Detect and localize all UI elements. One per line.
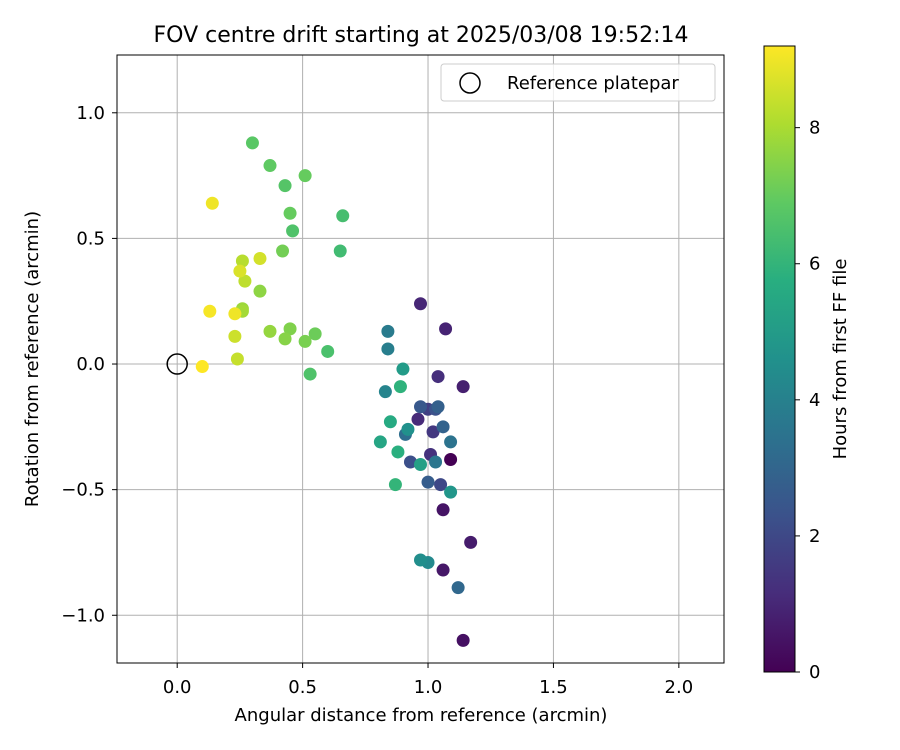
- data-point: [391, 445, 405, 459]
- data-point: [434, 478, 448, 492]
- data-point: [283, 206, 297, 220]
- data-point: [238, 274, 252, 288]
- y-tick-label: −1.0: [61, 605, 105, 626]
- data-point: [228, 329, 242, 343]
- data-point: [431, 370, 445, 384]
- data-point: [298, 334, 312, 348]
- data-point: [403, 455, 417, 469]
- data-point: [436, 503, 450, 517]
- data-point: [303, 367, 317, 381]
- data-point: [378, 385, 392, 399]
- data-point: [195, 360, 209, 374]
- x-tick-label: 0.0: [163, 677, 192, 698]
- legend: Reference platepar: [440, 63, 716, 102]
- data-point: [278, 179, 292, 193]
- data-point: [388, 478, 402, 492]
- data-point: [308, 327, 322, 341]
- colorbar-ticks: 0 2 4 6 8: [795, 118, 820, 683]
- reference-marker-layer: [166, 353, 188, 375]
- data-point: [436, 563, 450, 577]
- data-point: [414, 553, 427, 567]
- data-point: [414, 458, 427, 472]
- data-point: [456, 633, 470, 647]
- data-point: [321, 344, 335, 358]
- data-point: [263, 159, 277, 173]
- data-point: [444, 435, 458, 449]
- data-point: [336, 209, 350, 223]
- chart-title: FOV centre drift starting at 2025/03/08 …: [154, 23, 689, 48]
- legend-entry-label: Reference platepar: [507, 73, 679, 94]
- data-point: [464, 535, 478, 549]
- data-point: [393, 380, 407, 394]
- y-tick-label: 1.0: [76, 103, 105, 124]
- data-point: [456, 380, 470, 394]
- data-point: [228, 307, 242, 321]
- data-points: [195, 136, 478, 647]
- grid-lines: [117, 55, 724, 663]
- colorbar-tick-label: 8: [809, 118, 820, 139]
- colorbar: 0 2 4 6 8 Hours from first FF file: [763, 45, 851, 683]
- data-point: [233, 264, 247, 278]
- data-point: [253, 284, 267, 298]
- data-point: [245, 136, 259, 150]
- plot-frame: [116, 54, 725, 664]
- colorbar-tick-label: 0: [809, 662, 820, 683]
- data-point: [421, 475, 435, 489]
- data-point: [235, 254, 249, 268]
- data-point: [396, 362, 410, 376]
- x-axis-ticks: 0.0 0.5 1.0 1.5 2.0: [163, 663, 693, 698]
- data-point: [381, 342, 395, 356]
- data-point: [431, 400, 445, 414]
- reference-platepar-marker: [166, 353, 188, 375]
- colorbar-tick-label: 4: [809, 390, 820, 411]
- data-point: [436, 420, 450, 434]
- data-point: [333, 244, 347, 258]
- colorbar-tick-label: 2: [809, 526, 820, 547]
- data-point: [439, 322, 453, 336]
- x-tick-label: 0.5: [288, 677, 317, 698]
- data-point: [411, 412, 425, 426]
- data-point: [451, 581, 465, 595]
- data-point: [253, 252, 267, 266]
- y-tick-label: 0.0: [76, 354, 105, 375]
- y-axis-label: Rotation from reference (arcmin): [22, 211, 43, 507]
- y-tick-label: 0.5: [76, 228, 105, 249]
- data-point: [230, 352, 244, 366]
- y-tick-label: −0.5: [61, 480, 105, 501]
- data-point: [444, 452, 458, 466]
- data-point: [414, 297, 427, 311]
- data-point: [444, 485, 458, 499]
- x-tick-label: 1.5: [539, 677, 568, 698]
- data-point: [381, 324, 395, 338]
- x-tick-label: 2.0: [665, 677, 694, 698]
- x-tick-label: 1.0: [414, 677, 443, 698]
- data-point: [373, 435, 387, 449]
- colorbar-gradient: [763, 45, 796, 673]
- data-point: [205, 196, 219, 210]
- x-axis-label: Angular distance from reference (arcmin): [235, 705, 608, 726]
- data-point: [298, 169, 312, 183]
- data-point: [426, 425, 440, 439]
- data-point: [383, 415, 397, 429]
- legend-box: [440, 63, 716, 102]
- colorbar-tick-label: 6: [809, 254, 820, 275]
- data-point: [401, 422, 415, 436]
- data-point: [278, 332, 292, 346]
- data-point: [414, 400, 427, 414]
- data-point: [283, 322, 297, 336]
- data-point: [429, 455, 443, 469]
- data-point: [263, 324, 277, 338]
- data-point: [203, 304, 217, 318]
- data-point: [276, 244, 290, 258]
- legend-marker-open-circle: [459, 72, 481, 94]
- y-axis-ticks: −1.0 −0.5 0.0 0.5 1.0: [61, 103, 117, 626]
- colorbar-label: Hours from first FF file: [830, 259, 851, 460]
- data-point: [286, 224, 300, 238]
